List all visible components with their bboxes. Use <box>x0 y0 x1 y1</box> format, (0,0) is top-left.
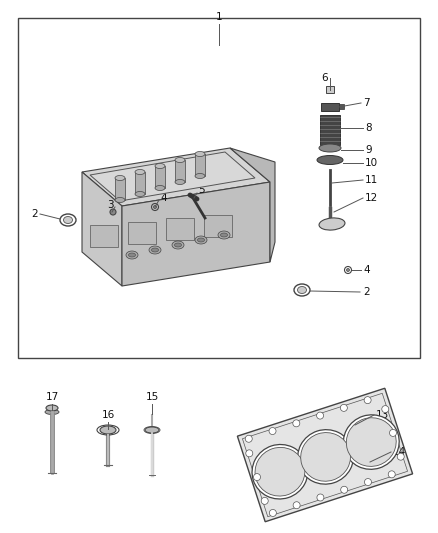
Ellipse shape <box>64 216 73 223</box>
Circle shape <box>269 510 276 516</box>
Text: 6: 6 <box>321 73 328 83</box>
Ellipse shape <box>175 157 185 163</box>
Polygon shape <box>122 182 270 286</box>
Bar <box>18 18 420 358</box>
Ellipse shape <box>149 246 161 254</box>
Text: 16: 16 <box>101 410 115 420</box>
Circle shape <box>317 494 324 501</box>
Ellipse shape <box>195 236 207 244</box>
Text: 13: 13 <box>376 410 389 420</box>
Circle shape <box>397 453 404 460</box>
Circle shape <box>293 420 300 427</box>
Bar <box>320 115 340 145</box>
Ellipse shape <box>145 427 159 433</box>
Circle shape <box>388 471 395 478</box>
Bar <box>115 178 125 200</box>
Circle shape <box>261 497 268 504</box>
Ellipse shape <box>218 231 230 239</box>
Text: 2: 2 <box>32 209 38 219</box>
Circle shape <box>340 405 347 411</box>
Text: 17: 17 <box>46 392 59 402</box>
Ellipse shape <box>153 206 156 208</box>
Polygon shape <box>230 148 275 262</box>
Bar <box>128 222 156 244</box>
Text: 1: 1 <box>215 12 223 22</box>
Ellipse shape <box>172 241 184 249</box>
Text: 14: 14 <box>393 447 406 457</box>
Text: 2: 2 <box>363 287 370 297</box>
Bar <box>321 103 339 111</box>
Ellipse shape <box>135 191 145 197</box>
Text: 3: 3 <box>107 200 114 210</box>
Ellipse shape <box>100 426 116 434</box>
Bar <box>155 166 165 188</box>
Text: 7: 7 <box>363 98 370 108</box>
Ellipse shape <box>319 218 345 230</box>
Ellipse shape <box>155 164 165 168</box>
Ellipse shape <box>252 445 308 499</box>
Text: 10: 10 <box>365 158 378 168</box>
Text: 15: 15 <box>145 392 159 402</box>
Circle shape <box>293 502 300 508</box>
Circle shape <box>382 406 389 413</box>
Ellipse shape <box>115 198 125 203</box>
Text: 12: 12 <box>365 193 378 203</box>
Bar <box>195 154 205 176</box>
Ellipse shape <box>255 447 305 496</box>
Circle shape <box>364 479 371 486</box>
Bar <box>326 86 334 93</box>
Circle shape <box>341 486 348 493</box>
Ellipse shape <box>195 174 205 179</box>
Ellipse shape <box>115 175 125 181</box>
Polygon shape <box>90 152 255 201</box>
Ellipse shape <box>128 253 135 257</box>
Circle shape <box>245 435 252 442</box>
Bar <box>135 172 145 194</box>
Circle shape <box>364 397 371 403</box>
Text: 5: 5 <box>198 185 205 195</box>
Bar <box>204 215 232 237</box>
Ellipse shape <box>175 180 185 184</box>
Ellipse shape <box>346 269 350 271</box>
Circle shape <box>254 474 261 481</box>
Text: 8: 8 <box>365 123 371 133</box>
Ellipse shape <box>45 409 59 415</box>
Ellipse shape <box>174 243 181 247</box>
Circle shape <box>317 412 324 419</box>
Circle shape <box>246 450 253 457</box>
Circle shape <box>269 427 276 434</box>
Polygon shape <box>82 148 270 206</box>
Ellipse shape <box>195 151 205 157</box>
Ellipse shape <box>298 430 353 484</box>
Ellipse shape <box>152 248 159 252</box>
Text: 4: 4 <box>363 265 370 275</box>
Ellipse shape <box>126 251 138 259</box>
Ellipse shape <box>135 169 145 174</box>
Bar <box>339 104 344 109</box>
Polygon shape <box>82 172 122 286</box>
Bar <box>175 160 185 182</box>
Bar <box>90 225 118 247</box>
Text: 4: 4 <box>160 193 166 203</box>
Ellipse shape <box>297 287 307 294</box>
Ellipse shape <box>155 185 165 190</box>
Polygon shape <box>237 388 413 522</box>
Ellipse shape <box>343 415 399 470</box>
Ellipse shape <box>110 209 116 215</box>
Ellipse shape <box>301 433 350 481</box>
Circle shape <box>389 430 396 437</box>
Ellipse shape <box>220 233 227 237</box>
Ellipse shape <box>319 144 341 152</box>
Ellipse shape <box>46 405 58 411</box>
Text: 9: 9 <box>365 145 371 155</box>
Ellipse shape <box>198 238 205 242</box>
Bar <box>166 218 194 240</box>
Ellipse shape <box>317 156 343 165</box>
Text: 11: 11 <box>365 175 378 185</box>
Ellipse shape <box>346 418 396 466</box>
